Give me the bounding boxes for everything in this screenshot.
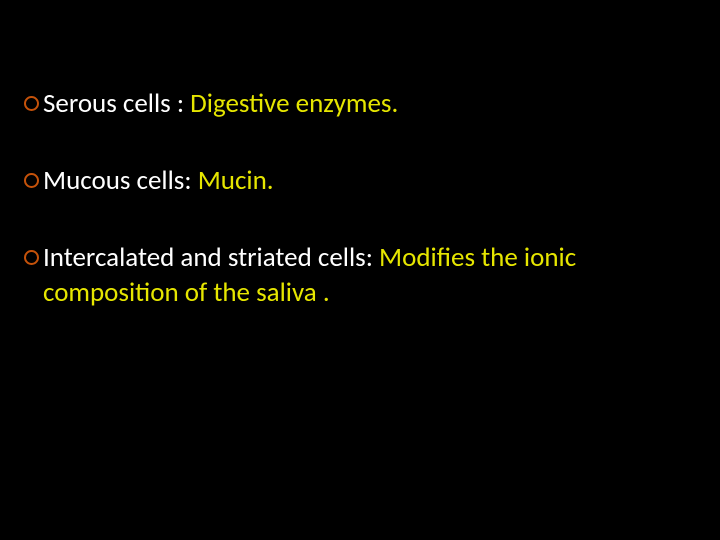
bullet-item: Serous cells : Digestive enzymes.	[24, 86, 696, 121]
bullet-ring-icon	[24, 96, 39, 111]
bullet-item: Intercalated and striated cells: Modifie…	[24, 240, 696, 310]
bullet-part-highlight: Digestive enzymes.	[190, 87, 398, 120]
bullet-ring-icon	[24, 250, 39, 265]
bullet-text: Mucous cells: Mucin.	[43, 163, 274, 198]
bullet-part: Intercalated and striated cells:	[43, 241, 379, 274]
bullet-ring-icon	[24, 173, 39, 188]
bullet-text: Intercalated and striated cells: Modifie…	[43, 240, 696, 310]
bullet-part: Serous cells :	[43, 87, 190, 120]
bullet-part: Mucous cells:	[43, 164, 198, 197]
bullet-item: Mucous cells: Mucin.	[24, 163, 696, 198]
bullet-text: Serous cells : Digestive enzymes.	[43, 86, 398, 121]
bullet-part-highlight: Mucin.	[198, 164, 274, 197]
